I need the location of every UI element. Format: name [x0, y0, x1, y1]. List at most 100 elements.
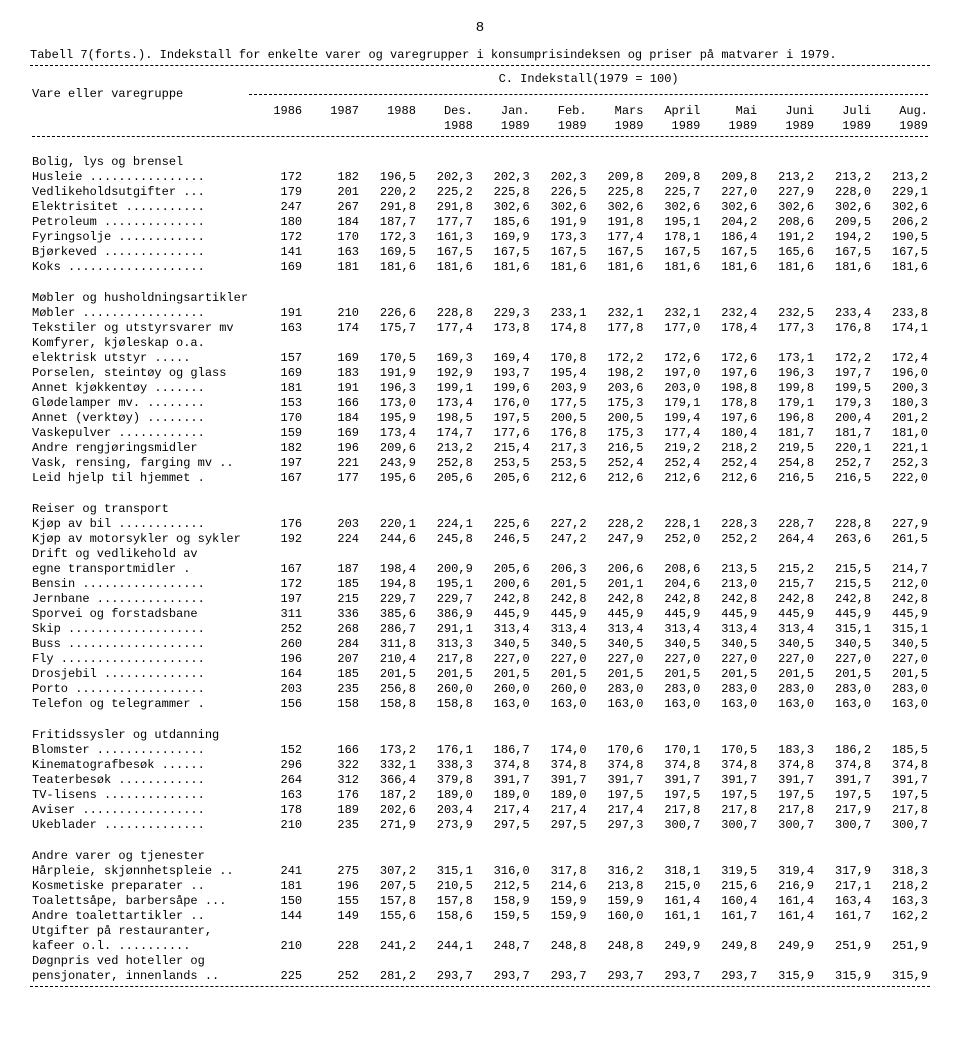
cell: 191,8 — [589, 215, 646, 230]
cell: 152 — [247, 743, 304, 758]
row-label: Tekstiler og utstyrsvarer mv — [30, 321, 247, 336]
cell: 227,0 — [475, 652, 532, 667]
cell: 313,4 — [645, 622, 702, 637]
price-index-table: 198619871988Des.Jan.Feb.MarsAprilMaiJuni… — [30, 104, 930, 984]
cell — [247, 336, 304, 351]
cell: 167,5 — [702, 245, 759, 260]
cell: 177,4 — [418, 321, 475, 336]
col-header: April — [645, 104, 702, 119]
table-row: Tekstiler og utstyrsvarer mv163174175,71… — [30, 321, 930, 336]
cell: 218,2 — [702, 441, 759, 456]
cell: 247,9 — [589, 532, 646, 547]
cell: 232,4 — [702, 306, 759, 321]
table-row: Elektrisitet ...........247267291,8291,8… — [30, 200, 930, 215]
row-label: Glødelamper mv. ........ — [30, 396, 247, 411]
cell: 159 — [247, 426, 304, 441]
cell: 166 — [304, 396, 361, 411]
cell: 210,5 — [418, 879, 475, 894]
col-header: 1989 — [759, 119, 816, 134]
col-header: Mars — [589, 104, 646, 119]
cell: 195,9 — [361, 411, 418, 426]
cell: 212,6 — [589, 471, 646, 486]
cell: 202,3 — [475, 170, 532, 185]
cell: 173,8 — [475, 321, 532, 336]
cell: 225,8 — [475, 185, 532, 200]
cell: 200,5 — [589, 411, 646, 426]
row-label: Leid hjelp til hjemmet . — [30, 471, 247, 486]
cell: 228,8 — [418, 306, 475, 321]
cell: 200,5 — [532, 411, 589, 426]
cell: 254,8 — [759, 456, 816, 471]
cell: 173,3 — [532, 230, 589, 245]
cell: 391,7 — [873, 773, 930, 788]
table-row: Hårpleie, skjønnhetspleie ..241275307,23… — [30, 864, 930, 879]
cell: 233,8 — [873, 306, 930, 321]
cell: 228,2 — [589, 517, 646, 532]
cell: 317,8 — [532, 864, 589, 879]
cell: 224 — [304, 532, 361, 547]
cell: 209,6 — [361, 441, 418, 456]
cell: 233,1 — [532, 306, 589, 321]
cell: 268 — [304, 622, 361, 637]
cell: 170 — [247, 411, 304, 426]
cell: 219,5 — [759, 441, 816, 456]
cell: 183,3 — [759, 743, 816, 758]
cell: 226,6 — [361, 306, 418, 321]
table-row: Vaskepulver ............159169173,4174,7… — [30, 426, 930, 441]
cell: 160,4 — [702, 894, 759, 909]
cell: 196 — [247, 652, 304, 667]
subtitle-left: Vare eller varegruppe — [30, 87, 247, 102]
cell: 221,1 — [873, 441, 930, 456]
cell — [532, 954, 589, 969]
cell: 161,4 — [759, 894, 816, 909]
cell — [645, 924, 702, 939]
cell — [816, 336, 873, 351]
cell: 235 — [304, 682, 361, 697]
cell: 242,8 — [645, 592, 702, 607]
cell: 199,4 — [645, 411, 702, 426]
row-label: Andre toalettartikler .. — [30, 909, 247, 924]
cell — [702, 547, 759, 562]
cell: 192,9 — [418, 366, 475, 381]
row-label: Teaterbesøk ............ — [30, 773, 247, 788]
cell: 313,3 — [418, 637, 475, 652]
col-header: 1989 — [589, 119, 646, 134]
table-row: Fly ....................196207210,4217,8… — [30, 652, 930, 667]
row-label: Sporvei og forstadsbane — [30, 607, 247, 622]
row-label: Fyringsolje ............ — [30, 230, 247, 245]
cell: 318,1 — [645, 864, 702, 879]
cell: 260 — [247, 637, 304, 652]
cell: 302,6 — [759, 200, 816, 215]
cell: 163 — [247, 321, 304, 336]
cell: 391,7 — [702, 773, 759, 788]
col-header: 1989 — [702, 119, 759, 134]
table-row: Teaterbesøk ............264312366,4379,8… — [30, 773, 930, 788]
cell: 296 — [247, 758, 304, 773]
cell: 149 — [304, 909, 361, 924]
table-row: Komfyrer, kjøleskap o.a. — [30, 336, 930, 351]
cell: 283,0 — [873, 682, 930, 697]
cell: 340,5 — [475, 637, 532, 652]
col-header — [30, 104, 247, 119]
cell: 196,5 — [361, 170, 418, 185]
row-label: Skip ................... — [30, 622, 247, 637]
cell: 248,8 — [532, 939, 589, 954]
row-label: Utgifter på restauranter, — [30, 924, 247, 939]
table-row: Kinematografbesøk ......296322332,1338,3… — [30, 758, 930, 773]
cell: 177,3 — [759, 321, 816, 336]
cell: 196,8 — [759, 411, 816, 426]
cell — [589, 954, 646, 969]
section-title: Reiser og transport — [30, 492, 930, 517]
cell: 315,9 — [816, 969, 873, 984]
header-sub-table: C. Indekstall(1979 = 100) Vare eller var… — [30, 72, 930, 102]
cell: 244,6 — [361, 532, 418, 547]
cell — [873, 336, 930, 351]
row-label: pensjonater, innenlands .. — [30, 969, 247, 984]
cell: 173,4 — [418, 396, 475, 411]
row-label: Porto .................. — [30, 682, 247, 697]
cell: 198,5 — [418, 411, 475, 426]
cell: 210,4 — [361, 652, 418, 667]
row-label: Møbler ................. — [30, 306, 247, 321]
cell: 201,5 — [873, 667, 930, 682]
cell: 179,3 — [816, 396, 873, 411]
